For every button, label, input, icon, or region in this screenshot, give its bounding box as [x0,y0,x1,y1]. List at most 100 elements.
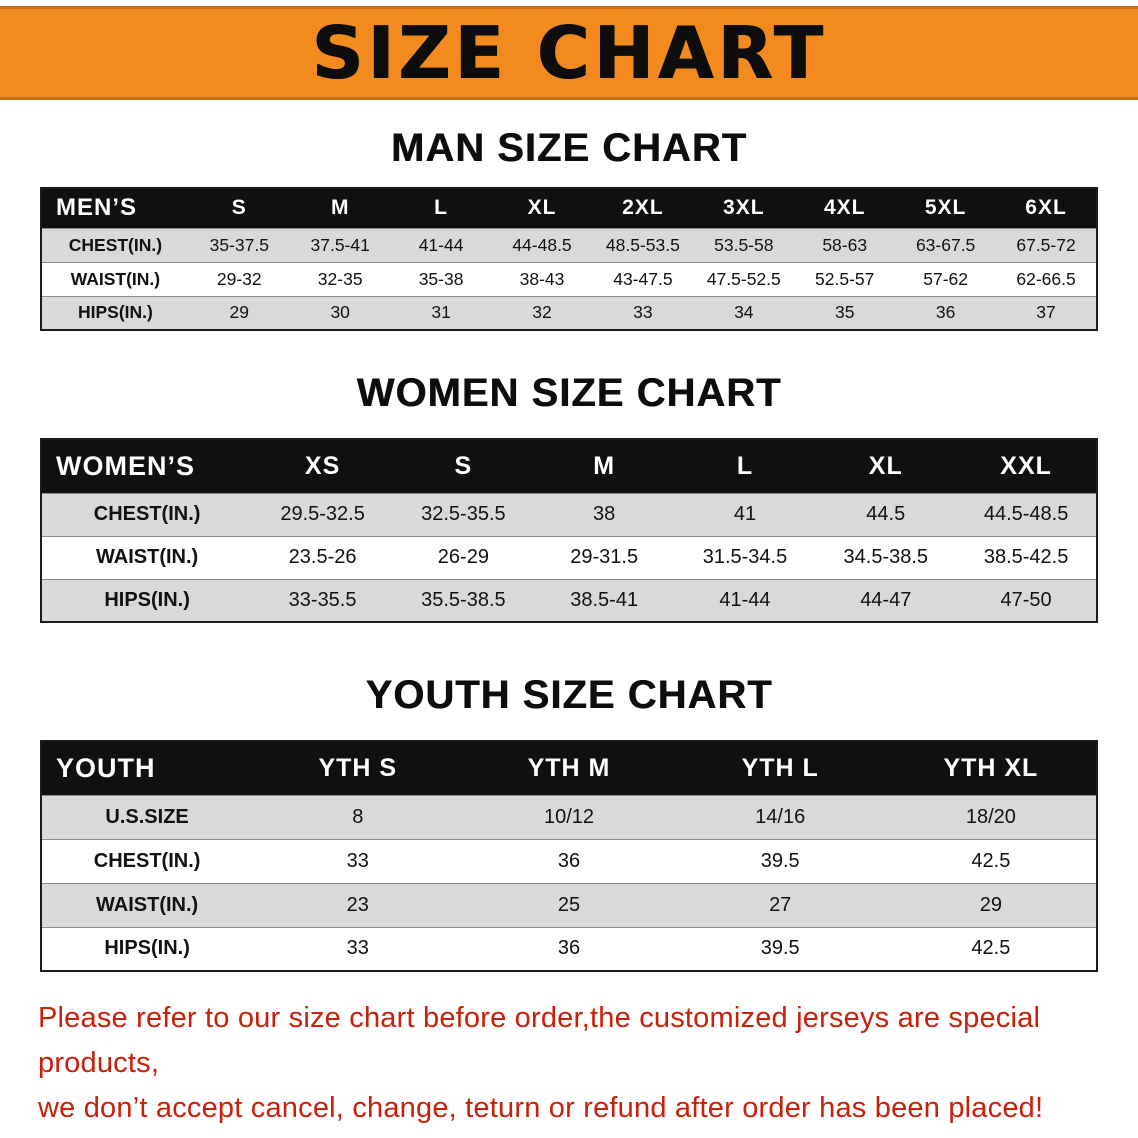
size-column-header: XS [252,439,393,493]
size-chart-banner: SIZE CHART [0,6,1138,100]
size-value-cell: 48.5-53.5 [605,234,680,255]
size-column-header: 3XL [693,188,795,228]
size-value-cell: 35-38 [418,268,464,289]
size-column-header: S [392,439,534,493]
size-value-cell: 14/16 [755,805,806,828]
row-label: CHEST(IN.) [93,503,201,525]
size-column-header: 5XL [895,188,997,228]
size-value-cell: 41 [733,503,757,525]
size-value-cell: 32 [532,302,552,323]
size-value-cell: 63-67.5 [915,234,976,255]
table-header-row: WOMEN’S XS S M L XL XXL [41,439,1097,493]
size-value-cell: 47.5-52.5 [706,268,781,289]
size-value-cell: 29.5-32.5 [280,503,365,525]
table-row: WAIST(IN.) 23 25 27 29 [41,883,1097,927]
size-value-cell: 44.5 [866,503,906,525]
size-value-cell: 53.5-58 [714,234,774,255]
size-value-cell: 36 [557,849,581,872]
size-column-header: 6XL [996,188,1097,228]
size-value-cell: 47-50 [1000,588,1052,611]
size-value-cell: 23.5-26 [288,546,357,568]
table-row: CHEST(IN.) 29.5-32.5 32.5-35.5 38 41 44.5 44.5… [41,493,1097,536]
size-value-cell: 8 [352,805,364,828]
size-value-cell: 44.5-48.5 [983,503,1069,525]
youth-section-title: YOUTH SIZE CHART [365,673,773,717]
size-column-header: XL [815,439,957,493]
size-value-cell: 57-62 [923,268,968,289]
size-value-cell: 33 [633,302,653,323]
row-label: U.S.SIZE [105,805,189,828]
size-column-header: YTH S [252,741,464,795]
size-column-header: L [674,439,816,493]
size-value-cell: 32-35 [317,268,363,289]
size-value-cell: 29 [229,302,250,323]
size-value-cell: 33-35.5 [288,588,357,611]
row-label: CHEST(IN.) [93,849,201,872]
size-value-cell: 36 [935,302,956,323]
size-value-cell: 38.5-41 [570,588,639,611]
size-column-header: 4XL [794,188,896,228]
size-value-cell: 25 [557,893,581,916]
size-value-cell: 67.5-72 [1016,234,1076,255]
size-value-cell: 29 [979,893,1003,916]
man-size-table: MEN’S S M L XL 2XL 3XL 4XL 5XL 6XL CHEST(IN.) 35-37… [40,187,1098,331]
size-value-cell: 41-44 [418,234,464,255]
table-row: HIPS(IN.) 29 30 31 32 33 34 35 36 37 [41,296,1097,330]
size-column-header: L [390,188,492,228]
size-value-cell: 42.5 [971,937,1011,960]
row-label: WAIST(IN.) [95,546,199,568]
size-value-cell: 33 [346,849,369,872]
size-value-cell: 34 [734,302,754,323]
row-label: CHEST(IN.) [68,234,163,255]
size-value-cell: 58-63 [822,234,868,255]
table-header-row: YOUTH YTH S YTH M YTH L YTH XL [41,741,1097,795]
women-size-table: WOMEN’S XS S M L XL XXL CHEST(IN.) 29.5-32.5 32.5… [40,438,1098,623]
size-value-cell: 38.5-42.5 [983,546,1069,568]
table-row: WAIST(IN.) 23.5-26 26-29 29-31.5 31.5-34.5 34… [41,536,1097,579]
row-label: HIPS(IN.) [104,588,190,611]
table-corner-label: WOMEN’S [41,439,253,493]
size-value-cell: 37 [1036,302,1056,323]
size-value-cell: 29-32 [216,268,262,289]
size-column-header: YTH XL [885,741,1097,795]
women-size-section: WOMEN SIZE CHART WOMEN’S XS S M L XL XXL CHEST(… [0,371,1138,623]
size-value-cell: 38 [593,503,616,525]
size-value-cell: 32.5-35.5 [421,503,506,525]
size-value-cell: 26-29 [437,546,489,568]
size-value-cell: 38-43 [519,268,565,289]
order-notice-line2: we don’t accept cancel, change, teturn o… [38,1091,1044,1124]
size-column-header: M [533,439,675,493]
man-section-title: MAN SIZE CHART [390,126,748,170]
youth-size-table: YOUTH YTH S YTH M YTH L YTH XL U.S.SIZE 8 10/12… [40,740,1098,972]
size-value-cell: 42.5 [971,849,1011,872]
banner-title: SIZE CHART [311,11,827,95]
man-size-section: MAN SIZE CHART MEN’S S M L XL 2XL 3XL 4XL 5XL 6XL… [0,126,1138,331]
size-column-header: XL [491,188,593,228]
size-value-cell: 31.5-34.5 [702,546,788,568]
size-value-cell: 35-37.5 [209,234,269,255]
size-column-header: XXL [956,439,1097,493]
table-row: HIPS(IN.) 33 36 39.5 42.5 [41,927,1097,971]
size-value-cell: 43-47.5 [613,268,673,289]
size-value-cell: 41-44 [719,588,771,611]
table-row: CHEST(IN.) 33 36 39.5 42.5 [41,839,1097,883]
size-column-header: M [289,188,391,228]
table-row: CHEST(IN.) 35-37.5 37.5-41 41-44 44-48.5 48.5… [41,228,1097,262]
youth-size-section: YOUTH SIZE CHART YOUTH YTH S YTH M YTH L YTH… [0,673,1138,972]
size-value-cell: 27 [769,893,792,916]
table-header-row: MEN’S S M L XL 2XL 3XL 4XL 5XL 6XL [41,188,1097,228]
row-label: WAIST(IN.) [70,268,161,289]
size-value-cell: 35 [834,302,855,323]
order-notice: Please refer to our size chart before or… [38,996,1100,1131]
size-value-cell: 10/12 [543,805,595,828]
order-notice-line1: Please refer to our size chart before or… [38,1002,1041,1079]
size-value-cell: 39.5 [760,849,800,872]
size-value-cell: 52.5-57 [815,268,875,289]
size-value-cell: 62-66.5 [1016,268,1076,289]
row-label: HIPS(IN.) [77,302,153,323]
size-value-cell: 39.5 [760,937,800,960]
size-value-cell: 37.5-41 [310,234,370,255]
table-row: WAIST(IN.) 29-32 32-35 35-38 38-43 43-47.5 47.… [41,262,1097,296]
size-column-header: 2XL [592,188,694,228]
size-value-cell: 36 [557,937,581,960]
